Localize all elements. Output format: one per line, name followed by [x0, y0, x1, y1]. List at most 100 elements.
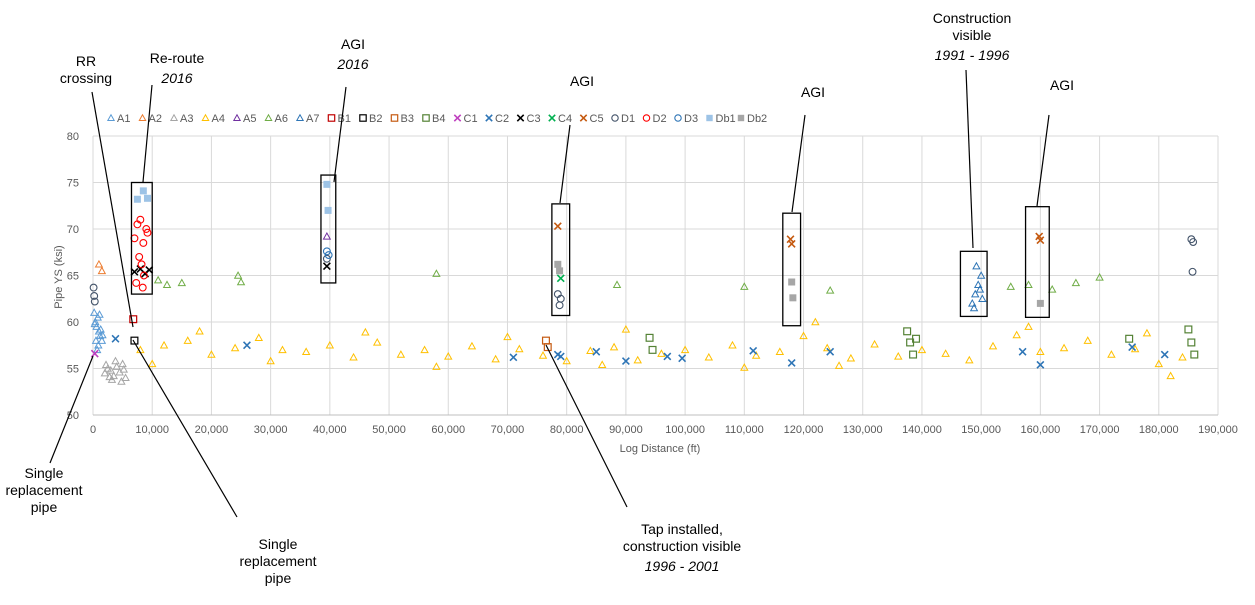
- data-point-b4: [1125, 334, 1134, 343]
- data-point-d2: [143, 228, 152, 237]
- data-point-a4: [1142, 328, 1152, 337]
- data-point-a4: [1059, 343, 1069, 352]
- x-axis-title: Log Distance (ft): [620, 443, 701, 455]
- legend-label-b1: B1: [338, 113, 351, 125]
- data-point-c5: [553, 222, 562, 231]
- data-point-a4: [301, 347, 311, 355]
- data-point-b2: [130, 336, 139, 345]
- annotation-text: pipe: [265, 570, 292, 586]
- data-point-b3: [541, 336, 550, 345]
- data-point-c2: [663, 352, 672, 361]
- data-point-a4: [266, 356, 275, 365]
- annotation-boxes: [130, 174, 1050, 327]
- data-point-a4: [846, 353, 856, 362]
- data-point-a7: [973, 280, 983, 289]
- annotations: Re-route 2016 AGI 2016 AGI AGI Constructionvis…: [5, 10, 1074, 586]
- data-point-db2: [789, 294, 797, 302]
- data-point-c2: [592, 347, 601, 356]
- data-point-a6: [740, 282, 749, 290]
- data-point-d2: [139, 271, 148, 280]
- annotation-text: Construction: [933, 10, 1012, 26]
- data-point-a6: [1095, 272, 1104, 281]
- x-tick-label: 140,000: [902, 424, 942, 436]
- data-point-c3: [145, 265, 154, 274]
- data-point-d2: [137, 260, 146, 269]
- data-point-a4: [965, 355, 974, 364]
- data-point-c3: [130, 267, 139, 276]
- data-point-c2: [787, 358, 796, 367]
- data-point-b4: [912, 334, 921, 343]
- data-point-c2: [826, 347, 835, 356]
- x-tick-label: 60,000: [431, 424, 465, 436]
- data-point-a3: [106, 365, 116, 374]
- data-point-b4: [645, 333, 654, 342]
- legend-label-d1: D1: [621, 113, 635, 125]
- data-point-c2: [1036, 360, 1045, 369]
- annotation-text: pipe: [31, 499, 58, 515]
- data-point-db2: [1036, 299, 1044, 307]
- data-point-d2: [136, 215, 145, 224]
- annotation-text-italic: 1996 - 2001: [645, 558, 720, 574]
- x-tick-label: 110,000: [725, 424, 764, 436]
- data-point-b1: [129, 315, 138, 324]
- legend-marker-c4: [548, 114, 556, 122]
- data-point-a4: [621, 325, 631, 333]
- y-axis-title: Pipe YS (ksi): [53, 245, 65, 308]
- data-point-db1: [324, 206, 332, 214]
- data-point-d1: [1188, 267, 1197, 276]
- legend-marker-a6: [264, 113, 273, 122]
- annotation-box: [551, 203, 571, 317]
- data-point-a7: [968, 298, 977, 307]
- data-point-a7: [976, 271, 986, 279]
- legend-marker-a3: [169, 113, 179, 122]
- annotation-text: construction visible: [623, 538, 741, 554]
- data-point-a6: [153, 275, 163, 284]
- leader-line: [1036, 114, 1050, 207]
- data-points: [89, 180, 1199, 385]
- legend-label-b4: B4: [432, 113, 445, 125]
- data-point-a6: [825, 285, 835, 294]
- data-point-a4: [467, 341, 477, 350]
- data-point-a3: [112, 362, 121, 370]
- annotation-text: replacement: [5, 482, 82, 498]
- legend-label-a7: A7: [306, 113, 319, 125]
- x-tick-labels: 0 10,000 20,000 30,000 40,000 50,000 60,000 70,…: [90, 424, 1238, 436]
- legend-marker-a5: [232, 113, 242, 122]
- annotation-text: AGI: [1050, 77, 1074, 93]
- y-tick-label: 80: [67, 131, 79, 143]
- legend-label-db1: Db1: [716, 113, 736, 125]
- data-point-a7: [969, 303, 979, 312]
- data-point-a4: [183, 336, 192, 344]
- data-point-a6: [1047, 285, 1057, 293]
- x-tick-label: 30,000: [254, 424, 288, 436]
- x-tick-label: 190,000: [1198, 424, 1238, 436]
- data-point-b4: [1190, 350, 1199, 359]
- data-point-a3: [103, 364, 113, 372]
- data-point-a4: [811, 317, 820, 326]
- data-point-db1: [143, 194, 151, 202]
- leader-line: [791, 114, 806, 213]
- annotation-text: AGI: [570, 73, 594, 89]
- data-point-a6: [612, 280, 622, 289]
- data-point-a3: [105, 372, 114, 381]
- legend: A1 A2 A3 A4 A5 A6 A7 B1 B2 B3 B4 C1 C2 C3 C4 C5 D1 D2 D3 Db…: [106, 113, 767, 125]
- annotation-text: RR: [76, 53, 96, 69]
- data-point-a4: [894, 351, 903, 360]
- data-point-a4: [704, 352, 714, 361]
- annotation-box: [959, 250, 988, 318]
- data-point-d1: [1189, 238, 1198, 246]
- data-point-a4: [491, 354, 500, 363]
- data-point-a4: [1036, 347, 1045, 355]
- data-point-a3: [100, 368, 110, 377]
- data-point-a4: [657, 349, 666, 357]
- data-point-a4: [325, 340, 335, 349]
- data-point-a4: [361, 327, 370, 336]
- legend-marker-b1: [327, 114, 336, 122]
- annotation-text: Single: [25, 465, 64, 481]
- y-tick-label: 60: [67, 317, 79, 329]
- data-point-a4: [751, 351, 761, 359]
- data-point-a4: [159, 340, 169, 349]
- leader-line: [965, 69, 974, 249]
- legend-marker-a2: [138, 113, 147, 122]
